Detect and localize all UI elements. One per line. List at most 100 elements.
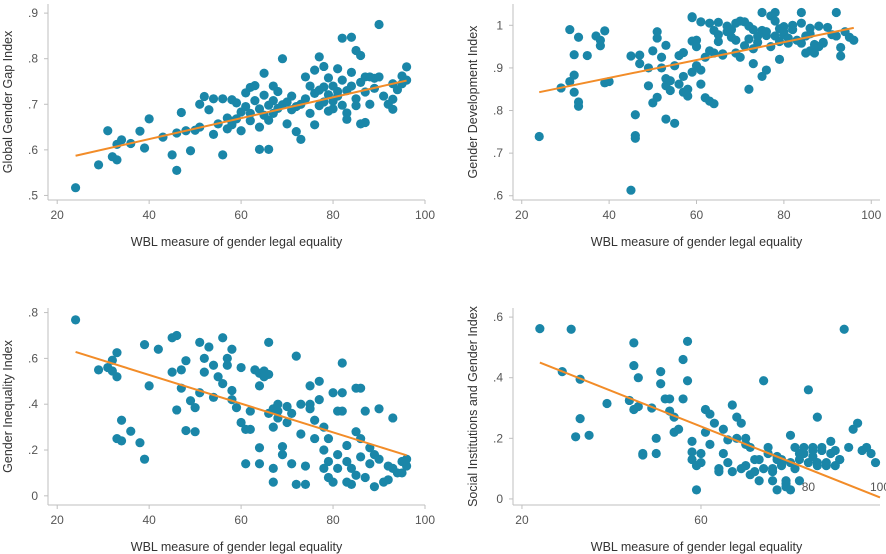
data-point — [652, 92, 662, 102]
data-point — [569, 87, 579, 97]
data-point — [282, 119, 292, 129]
data-point — [754, 454, 764, 465]
data-point — [705, 18, 715, 28]
data-point — [282, 401, 292, 412]
data-point — [241, 459, 251, 469]
data-point — [759, 376, 769, 386]
data-point — [310, 65, 320, 75]
data-point — [595, 41, 605, 51]
data-point — [569, 50, 579, 60]
data-point — [236, 126, 246, 136]
data-point — [360, 117, 370, 128]
data-point — [185, 396, 196, 406]
data-point — [678, 47, 688, 58]
data-point — [821, 461, 831, 471]
data-point — [794, 476, 805, 486]
y-tick-label: .7 — [493, 146, 503, 160]
data-point — [713, 30, 723, 40]
data-point — [796, 7, 806, 18]
data-point — [323, 73, 334, 83]
data-point — [573, 97, 584, 107]
data-point — [319, 82, 329, 92]
data-point — [291, 351, 301, 361]
data-point — [736, 418, 746, 428]
data-point — [93, 160, 104, 170]
data-point — [126, 426, 136, 436]
data-point — [218, 150, 228, 160]
data-point — [759, 464, 769, 474]
panel-social-institutions: 0 .2 .4 .6 20 60 WBL measure of gender legal e… — [466, 305, 886, 554]
y-tick-label: .5 — [28, 188, 38, 202]
data-point — [254, 144, 265, 155]
data-point — [535, 324, 545, 334]
data-point — [831, 7, 841, 18]
data-point — [757, 7, 767, 18]
data-point — [268, 422, 278, 432]
y-tick-label: .7 — [28, 97, 38, 111]
data-point — [360, 472, 370, 483]
data-point — [190, 403, 200, 413]
data-point — [236, 417, 246, 428]
y-tick-label: 1 — [496, 18, 503, 32]
data-point — [870, 457, 881, 468]
data-point — [333, 463, 343, 473]
data-point — [739, 41, 750, 51]
y-tick-label: .8 — [28, 306, 38, 320]
data-point — [236, 362, 246, 373]
data-point — [569, 70, 579, 80]
data-point — [573, 32, 584, 42]
data-point — [222, 360, 232, 370]
data-point — [682, 376, 693, 386]
data-point — [665, 76, 675, 86]
data-point — [388, 413, 398, 423]
data-point — [112, 155, 122, 165]
data-point — [351, 101, 361, 111]
x-tick-label: 60 — [234, 208, 248, 222]
data-point — [817, 442, 827, 453]
data-point — [696, 457, 706, 468]
data-point — [402, 75, 412, 85]
data-point — [268, 96, 278, 106]
y-tick-label: .6 — [493, 189, 503, 203]
x-axis-label: WBL measure of gender legal equality — [591, 540, 803, 554]
data-point — [750, 467, 760, 477]
data-point — [172, 405, 182, 415]
data-point — [790, 464, 800, 474]
data-point — [296, 429, 306, 439]
data-point — [691, 42, 702, 52]
data-point — [374, 19, 384, 30]
data-point — [683, 91, 693, 101]
data-point — [346, 479, 357, 489]
data-point — [365, 459, 375, 469]
data-point — [139, 340, 150, 350]
data-point — [682, 336, 693, 346]
y-tick-label: .4 — [28, 397, 38, 411]
data-point — [346, 67, 357, 77]
data-point — [822, 22, 833, 33]
data-point — [176, 365, 186, 375]
y-tick-label: .9 — [493, 61, 503, 75]
data-point — [687, 436, 697, 446]
data-point — [836, 42, 846, 53]
data-point — [342, 108, 352, 118]
data-point — [337, 100, 347, 110]
panel-gender-inequality: 0 .2 .4 .6 .8 20 40 60 80 100 WBL measure of gende… — [1, 306, 435, 554]
data-point — [388, 94, 398, 104]
y-tick-label: .8 — [28, 52, 38, 66]
data-point — [849, 35, 859, 45]
data-point — [696, 448, 706, 459]
y-axis-label: Global Gender Gap Index — [1, 30, 15, 173]
data-point — [629, 360, 639, 371]
x-tick-label: 40 — [602, 208, 616, 222]
data-point — [835, 454, 845, 465]
data-point — [250, 96, 260, 106]
data-point — [254, 443, 265, 453]
data-point — [103, 126, 113, 136]
x-axis-label: WBL measure of gender legal equality — [131, 235, 343, 249]
data-point — [799, 442, 809, 453]
data-point — [402, 461, 412, 471]
data-point — [696, 79, 706, 89]
data-point — [167, 367, 177, 377]
data-point — [351, 427, 361, 437]
data-point — [139, 454, 150, 464]
